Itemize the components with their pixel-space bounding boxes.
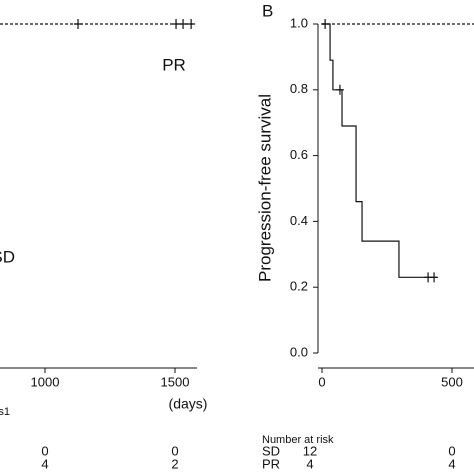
survival-curve [322, 23, 437, 278]
risk-table-title: Number at risk [262, 434, 334, 446]
x-tick-label: 500 [441, 374, 463, 389]
y-tick-label: 0.0 [290, 344, 308, 359]
censor-mark [430, 272, 439, 283]
risk-count: 12 [303, 443, 317, 458]
x-tick-label: 1500 [161, 374, 190, 389]
risk-row-name: PR [262, 456, 280, 471]
risk-count: 0 [448, 443, 455, 458]
y-axis-label: Progression-free survival [255, 94, 274, 282]
x-tick-label: 1000 [31, 374, 60, 389]
y-tick-label: 1.0 [290, 15, 308, 30]
risk-count: 4 [448, 456, 455, 471]
group-label: PR [162, 55, 186, 74]
censor-mark [74, 19, 83, 29]
censor-mark [179, 19, 188, 29]
y-tick-label: 0.2 [290, 279, 308, 294]
risk-count: 0 [171, 443, 178, 458]
censor-mark [187, 19, 196, 29]
risk-row-name: SD [262, 443, 280, 458]
panel-label: B [262, 1, 273, 20]
x-axis-label: (days) [169, 396, 208, 412]
risk-table-title: s1 [0, 406, 10, 418]
risk-count: 2 [171, 456, 178, 471]
y-tick-label: 0.4 [290, 213, 308, 228]
censor-mark [172, 19, 181, 29]
y-tick-label: 0.8 [290, 81, 308, 96]
risk-count: 0 [41, 443, 48, 458]
group-label: SD [0, 247, 15, 266]
censor-mark [335, 84, 344, 95]
risk-count: 4 [41, 456, 48, 471]
y-tick-label: 0.6 [290, 147, 308, 162]
risk-count: 4 [306, 456, 313, 471]
x-tick-label: 0 [318, 374, 325, 389]
